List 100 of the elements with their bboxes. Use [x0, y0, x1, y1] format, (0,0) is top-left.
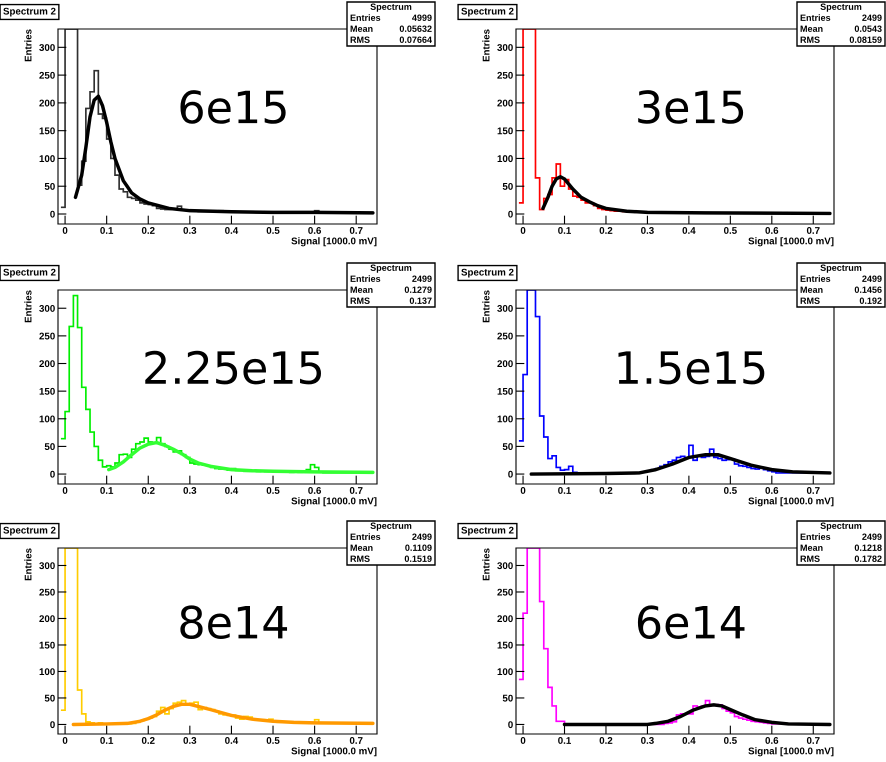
y-tick-label: 300 [39, 44, 55, 51]
y-tick-label: 100 [498, 668, 513, 676]
text: 2499 [862, 14, 882, 21]
x-tick-label: 0.1 [100, 227, 114, 234]
y-tick-label: 250 [497, 72, 513, 79]
text: 0.1279 [404, 286, 432, 293]
chart-title: Spectrum 2 [3, 526, 56, 536]
y-tick-label: 300 [39, 304, 55, 312]
y-tick-label: 0 [50, 470, 55, 478]
x-tick-label: 0.4 [225, 487, 238, 494]
x-tick-label: 0.1 [558, 737, 571, 744]
text: Spectrum [820, 522, 862, 531]
y-tick-label: 200 [39, 100, 55, 107]
text: 0.1109 [405, 544, 432, 551]
y-tick-label: 250 [497, 332, 513, 340]
text: Spectrum [820, 264, 862, 273]
annotation: RMS [800, 556, 820, 562]
text: 0.192 [860, 298, 882, 304]
y-tick-label: 150 [498, 388, 513, 395]
x-axis-title: Signal [1000.0 mV] [748, 747, 834, 756]
text: 0.1456 [854, 286, 882, 293]
x-tick-label: 0.2 [600, 737, 612, 744]
annotation: RMS [350, 556, 370, 562]
text: 3e15 [638, 90, 744, 124]
x-tick-label: 0.5 [266, 737, 280, 744]
y-tick-label: 300 [497, 562, 513, 570]
y-tick-label: 250 [39, 72, 55, 79]
x-axis-title: Signal [1000.0 mV] [291, 497, 376, 506]
x-tick-label: 0.1 [558, 227, 571, 234]
text: 0.1782 [854, 556, 882, 562]
annotation: Mean [800, 286, 823, 293]
text: Spectrum [820, 4, 862, 12]
y-tick-label: 250 [39, 332, 55, 340]
x-tick-label: 0 [62, 227, 68, 234]
annotation: RMS [800, 36, 820, 43]
text: 2499 [412, 276, 432, 282]
y-tick-label: 0 [508, 210, 513, 218]
y-tick-label: 150 [498, 127, 513, 134]
text: 0.0543 [854, 26, 882, 32]
line-series [107, 440, 375, 474]
text: Entries [350, 275, 380, 282]
chart-title: Spectrum 2 [461, 268, 514, 278]
y-tick-label: 150 [40, 127, 55, 134]
y-tick-label: 50 [44, 443, 55, 450]
x-tick-label: 0.3 [183, 737, 196, 744]
x-tick-label: 0.4 [682, 487, 696, 494]
line-series [72, 702, 375, 726]
text: 6e14 [638, 605, 744, 640]
x-tick-label: 0 [520, 737, 526, 744]
y-tick-label: 150 [40, 388, 55, 395]
y-tick-label: 300 [497, 304, 513, 312]
chart-title: Spectrum 2 [461, 526, 514, 536]
text: 8e14 [180, 605, 288, 640]
annotation: RMS [350, 298, 370, 304]
x-tick-label: 0.7 [806, 487, 820, 494]
chart-title: Spectrum 2 [461, 8, 514, 17]
y-tick-label: 50 [502, 443, 513, 450]
x-tick-label: 0.3 [641, 737, 654, 744]
x-tick-label: 0.5 [724, 487, 737, 494]
text: 4999 [412, 14, 432, 21]
text: 0.08159 [850, 36, 882, 43]
y-tick-label: 100 [40, 416, 55, 422]
text: 6e15 [180, 90, 286, 124]
y-axis-title: Entries [24, 548, 32, 580]
text: 0.1218 [854, 544, 882, 551]
y-tick-label: 0 [50, 210, 55, 218]
y-axis-title: Entries [24, 290, 32, 322]
annotation: Mean [800, 26, 823, 32]
x-tick-label: 0.6 [765, 227, 778, 234]
annotation: Mean [800, 544, 823, 551]
x-tick-label: 0.4 [225, 737, 238, 744]
text: Spectrum [370, 264, 412, 273]
x-tick-label: 0 [62, 737, 68, 744]
x-tick-label: 0.5 [724, 737, 737, 744]
x-tick-label: 0.6 [765, 487, 778, 494]
x-tick-label: 0 [520, 227, 526, 234]
x-tick-label: 0.4 [682, 227, 696, 234]
y-axis-title: Entries [482, 29, 490, 62]
y-tick-label: 200 [497, 615, 513, 622]
y-tick-label: 0 [508, 470, 513, 478]
x-tick-label: 0.3 [183, 227, 196, 234]
y-tick-label: 250 [497, 588, 513, 596]
x-tick-label: 0.1 [558, 487, 571, 494]
y-tick-label: 50 [502, 182, 513, 190]
text: 0.07664 [400, 36, 432, 43]
text: 0.1519 [404, 556, 432, 562]
x-axis-title: Signal [1000.0 mV] [291, 237, 376, 246]
x-tick-label: 0 [520, 487, 526, 494]
y-tick-label: 0 [50, 721, 55, 728]
x-tick-label: 0.6 [308, 227, 322, 234]
y-tick-label: 200 [39, 615, 55, 622]
x-tick-label: 0.7 [350, 487, 363, 494]
y-tick-label: 150 [40, 642, 55, 649]
y-tick-label: 50 [44, 694, 55, 702]
x-tick-label: 0.1 [100, 737, 114, 744]
annotation: Mean [350, 286, 373, 293]
x-tick-label: 0.7 [806, 737, 820, 744]
x-tick-label: 0.2 [142, 737, 155, 744]
y-axis-title: Entries [24, 29, 32, 62]
y-tick-label: 50 [44, 182, 55, 190]
